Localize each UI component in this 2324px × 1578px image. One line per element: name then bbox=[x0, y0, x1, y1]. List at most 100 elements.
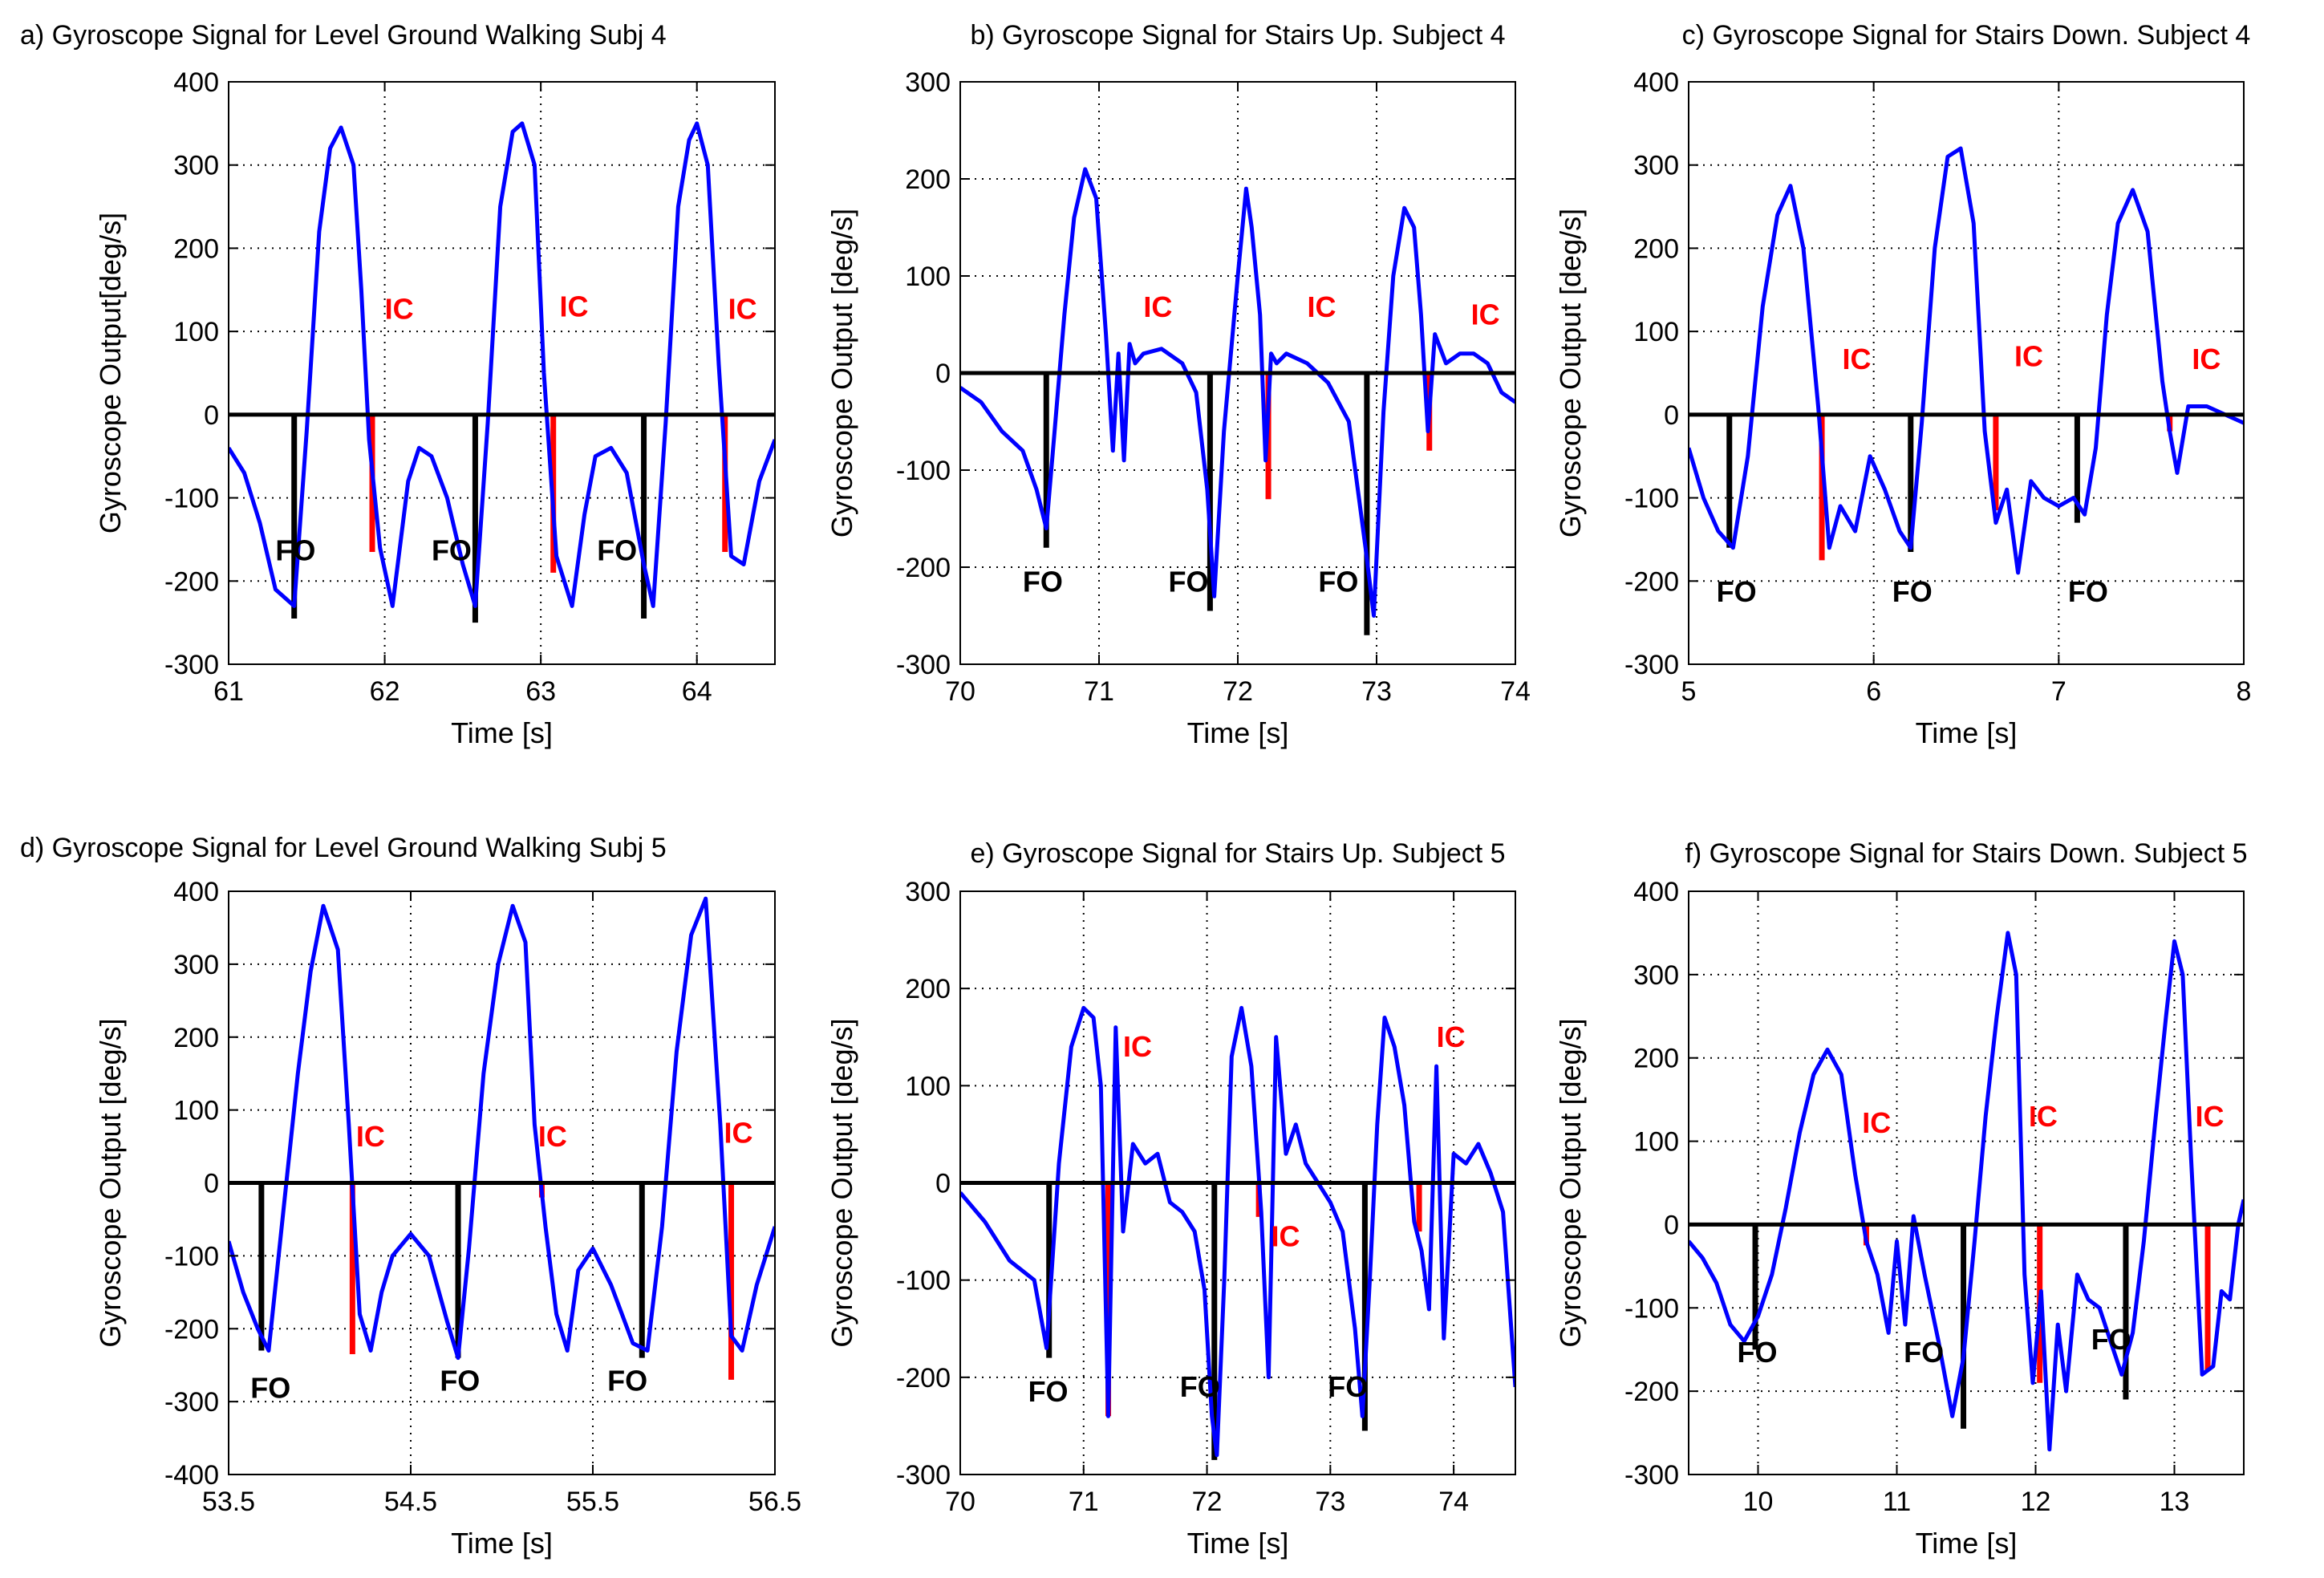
signal-line bbox=[960, 1005, 1515, 1458]
fo-label: FO bbox=[1028, 1375, 1069, 1408]
axes-box bbox=[228, 81, 776, 665]
y-tick-label: -300 bbox=[164, 1387, 219, 1418]
fo-label: FO bbox=[250, 1372, 290, 1405]
ic-label: IC bbox=[1437, 1020, 1466, 1053]
chart-title: f) Gyroscope Signal for Stairs Down. Sub… bbox=[1685, 838, 2247, 869]
x-tick-label: 8 bbox=[2237, 676, 2252, 707]
ic-label: IC bbox=[1471, 298, 1500, 331]
x-axis-label: Time [s] bbox=[1916, 716, 2018, 749]
panel-e: FO FO FO IC IC IC -300 -200 -100 0 100 200 300 70 71 72… bbox=[825, 838, 1516, 1560]
fo-label: FO bbox=[1328, 1370, 1368, 1403]
ic-label: IC bbox=[1143, 290, 1172, 323]
x-axis-label: Time [s] bbox=[451, 1527, 553, 1560]
x-tick-label: 62 bbox=[370, 676, 400, 707]
fo-label: FO bbox=[440, 1364, 480, 1397]
ic-label: IC bbox=[1862, 1106, 1891, 1139]
axes-box bbox=[1688, 890, 2245, 1475]
y-tick-label: -400 bbox=[164, 1460, 219, 1491]
signal-line bbox=[1689, 931, 2244, 1452]
fo-label: FO bbox=[1023, 565, 1063, 598]
x-tick-label: 70 bbox=[945, 1487, 975, 1517]
fo-label: FO bbox=[1717, 575, 1757, 608]
y-tick-label: 100 bbox=[1633, 317, 1679, 347]
y-tick-label: 200 bbox=[905, 164, 951, 195]
x-axis-label: Time [s] bbox=[1187, 1527, 1289, 1560]
y-tick-label: 300 bbox=[1633, 151, 1679, 181]
ic-label: IC bbox=[2029, 1100, 2058, 1133]
data-layer bbox=[1689, 146, 2244, 575]
chart-title: d) Gyroscope Signal for Level Ground Wal… bbox=[20, 833, 667, 863]
x-tick-label: 13 bbox=[2160, 1487, 2190, 1517]
x-tick-label: 61 bbox=[213, 676, 244, 707]
fo-label: FO bbox=[607, 1364, 647, 1397]
y-tick-label: 0 bbox=[1664, 400, 1679, 431]
y-tick-label: -200 bbox=[896, 1363, 951, 1393]
panel-c: FO FO FO IC IC IC -300 -200 -100 0 100 200 300 400 5 6 7… bbox=[1554, 20, 2251, 749]
y-tick-label: 100 bbox=[173, 317, 219, 347]
y-tick-label: 400 bbox=[1633, 877, 1679, 907]
y-tick-label: -200 bbox=[896, 553, 951, 583]
x-tick-label: 71 bbox=[1084, 676, 1114, 707]
chart-title: b) Gyroscope Signal for Stairs Up. Subje… bbox=[970, 20, 1505, 51]
fo-label: FO bbox=[1892, 575, 1933, 608]
y-tick-label: 0 bbox=[935, 1169, 951, 1199]
panel-f: FO FO FO IC IC IC -300 -200 -100 0 100 200 300 400 10 1… bbox=[1554, 838, 2248, 1560]
ic-label: IC bbox=[2195, 1100, 2224, 1133]
y-tick-label: -200 bbox=[164, 1314, 219, 1345]
y-tick-label: -100 bbox=[896, 1266, 951, 1296]
ic-label: IC bbox=[724, 1117, 752, 1150]
x-tick-label: 53.5 bbox=[202, 1487, 255, 1517]
y-tick-label: 300 bbox=[905, 67, 951, 98]
y-tick-label: -200 bbox=[1624, 1377, 1679, 1407]
y-tick-label: 400 bbox=[173, 877, 219, 907]
ic-label: IC bbox=[1308, 290, 1336, 323]
y-tick-label: 0 bbox=[204, 1169, 219, 1199]
x-axis-label: Time [s] bbox=[451, 716, 553, 749]
y-tick-label: 400 bbox=[1633, 67, 1679, 98]
ic-label: IC bbox=[2192, 343, 2221, 375]
x-tick-label: 72 bbox=[1223, 676, 1253, 707]
y-axis-label: Gyroscope Output [deg/s] bbox=[825, 1018, 858, 1347]
y-tick-label: 300 bbox=[1633, 960, 1679, 991]
fo-label: FO bbox=[1318, 565, 1358, 598]
y-tick-label: 100 bbox=[905, 262, 951, 292]
y-tick-label: -100 bbox=[1624, 484, 1679, 514]
x-tick-label: 10 bbox=[1743, 1487, 1774, 1517]
x-tick-label: 64 bbox=[682, 676, 712, 707]
y-tick-label: 200 bbox=[173, 1023, 219, 1053]
fo-label: FO bbox=[597, 533, 637, 566]
ic-label: IC bbox=[538, 1120, 567, 1153]
y-tick-label: -300 bbox=[896, 1460, 951, 1491]
data-layer bbox=[1689, 931, 2244, 1452]
x-tick-label: 7 bbox=[2051, 676, 2066, 707]
y-axis-label: Gyroscope Output [deg/s] bbox=[1554, 1018, 1587, 1347]
y-tick-label: -300 bbox=[1624, 1460, 1679, 1491]
panel-a: FO FO FO IC IC IC -300 -200 -100 0 100 200 300 400 61 6… bbox=[20, 20, 776, 749]
y-tick-label: -300 bbox=[896, 650, 951, 680]
y-tick-label: -100 bbox=[164, 1241, 219, 1272]
x-axis-label: Time [s] bbox=[1916, 1527, 2018, 1560]
x-tick-label: 74 bbox=[1438, 1487, 1469, 1517]
ic-label: IC bbox=[1842, 343, 1871, 375]
fo-label: FO bbox=[2068, 575, 2108, 608]
y-tick-label: 0 bbox=[204, 400, 219, 431]
y-tick-label: 100 bbox=[1633, 1127, 1679, 1158]
y-tick-label: 200 bbox=[1633, 233, 1679, 264]
y-axis-label: Gyroscope Output[deg/s] bbox=[94, 213, 127, 533]
data-layer bbox=[960, 1005, 1515, 1460]
y-tick-label: -100 bbox=[896, 456, 951, 486]
y-tick-label: 100 bbox=[905, 1071, 951, 1101]
y-tick-label: -200 bbox=[1624, 566, 1679, 597]
fo-label: FO bbox=[1180, 1370, 1220, 1403]
y-tick-label: 200 bbox=[173, 233, 219, 264]
y-tick-label: -300 bbox=[164, 650, 219, 680]
ic-label: IC bbox=[2014, 340, 2043, 373]
y-axis-label: Gyroscope Output [deg/s] bbox=[94, 1018, 127, 1347]
panel-b: FO FO FO IC IC IC -300 -200 -100 0 100 200 300 70 71 72… bbox=[825, 20, 1531, 749]
x-tick-label: 73 bbox=[1315, 1487, 1345, 1517]
data-layer bbox=[960, 167, 1515, 635]
ic-label: IC bbox=[559, 290, 588, 322]
ic-label: IC bbox=[356, 1120, 385, 1153]
panel-d: FO FO FO IC IC IC -400 -300 -200 -100 0 100 200 300 40… bbox=[20, 833, 801, 1560]
